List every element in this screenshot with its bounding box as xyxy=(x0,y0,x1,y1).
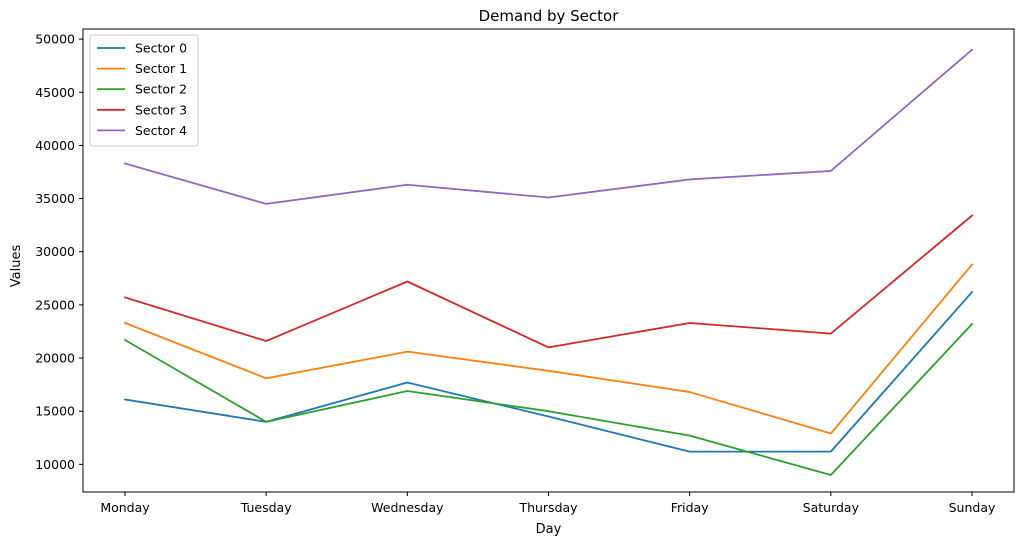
x-tick-label: Saturday xyxy=(803,500,860,515)
y-tick-label: 30000 xyxy=(35,244,75,259)
x-tick-label: Sunday xyxy=(949,500,996,515)
y-tick-label: 25000 xyxy=(35,297,75,312)
y-tick-label: 20000 xyxy=(35,351,75,366)
chart-title: Demand by Sector xyxy=(479,7,620,25)
legend-label: Sector 0 xyxy=(135,41,187,56)
x-tick-label: Thursday xyxy=(518,500,578,515)
y-tick-label: 15000 xyxy=(35,404,75,419)
x-tick-label: Wednesday xyxy=(371,500,444,515)
series-line-1 xyxy=(123,263,974,435)
y-tick-label: 50000 xyxy=(35,32,75,47)
x-tick-label: Monday xyxy=(100,500,150,515)
series-line-4 xyxy=(123,48,974,205)
legend-label: Sector 2 xyxy=(135,82,187,97)
legend: Sector 0 Sector 1 Sector 2 Sector 3 Sector 4 xyxy=(89,34,199,147)
x-tick-label: Friday xyxy=(671,500,709,515)
y-tick-label: 10000 xyxy=(35,457,75,472)
series-line-3 xyxy=(123,214,974,349)
y-tick-label: 35000 xyxy=(35,191,75,206)
legend-label: Sector 3 xyxy=(135,102,187,117)
y-tick-label: 45000 xyxy=(35,85,75,100)
series-line-2 xyxy=(123,322,974,476)
plot-area: Monday Tuesday Wednesday Thursday Friday Satu… xyxy=(35,28,1015,515)
x-axis-title: Day xyxy=(536,522,562,537)
y-tick-label: 40000 xyxy=(35,138,75,153)
y-axis-title: Values xyxy=(9,245,24,288)
legend-label: Sector 1 xyxy=(135,61,187,76)
x-tick-label: Tuesday xyxy=(240,500,292,515)
legend-label: Sector 4 xyxy=(135,123,187,138)
legend-box xyxy=(89,34,199,147)
